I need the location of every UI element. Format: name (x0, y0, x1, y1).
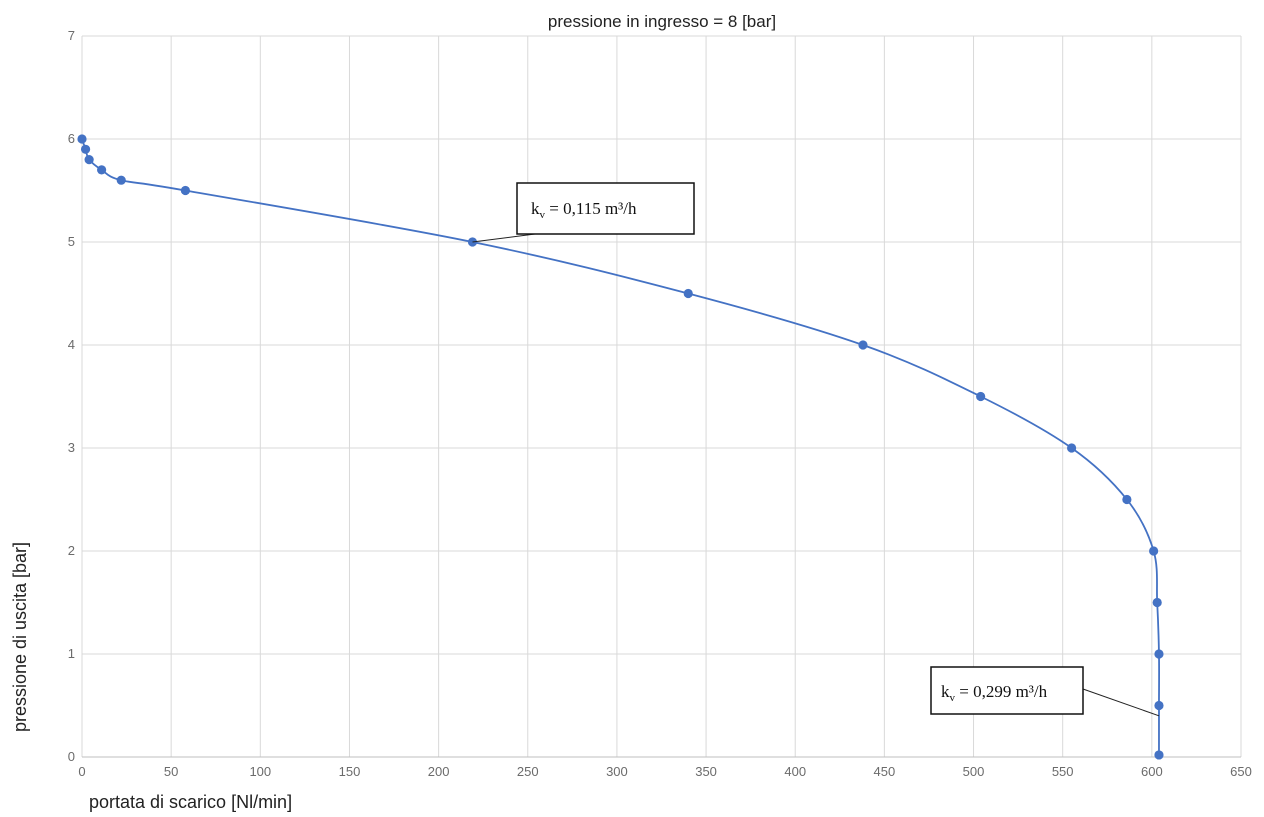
data-point (1122, 494, 1132, 505)
data-point (180, 185, 191, 196)
annotation-label: kv = 0,299 m³/h (941, 682, 1048, 704)
annotation-box (516, 182, 695, 235)
x-tick-label: 350 (695, 764, 717, 779)
x-tick-label: 50 (164, 764, 178, 779)
y-tick-labels: 0 1 2 3 4 5 6 7 (68, 28, 75, 764)
y-tick-label: 5 (68, 234, 75, 249)
y-tick-label: 1 (68, 646, 75, 661)
x-tick-labels: 0 50 100 150 200 250 300 350 400 450 500 550 600 650 (78, 764, 1251, 779)
y-tick-label: 0 (68, 749, 75, 764)
x-tick-label: 300 (606, 764, 628, 779)
annotation-label: kv = 0,115 m³/h (531, 199, 637, 221)
data-point (84, 155, 94, 165)
annotations: kv = 0,115 m³/h kv = 0,299 m³/h (472, 182, 1160, 717)
annotation-leader-line (1082, 688, 1160, 717)
data-point (77, 134, 87, 144)
y-tick-label: 3 (68, 440, 75, 455)
x-tick-label: 100 (249, 764, 271, 779)
x-tick-label: 200 (428, 764, 450, 779)
data-point (1067, 443, 1077, 453)
y-tick-label: 2 (68, 543, 75, 558)
data-point (97, 165, 107, 175)
data-series (77, 134, 1164, 760)
annotation-callout: kv = 0,299 m³/h (930, 666, 1160, 717)
annotation-callout: kv = 0,115 m³/h (472, 182, 695, 243)
data-point (1154, 700, 1164, 711)
grid (81, 35, 1242, 758)
x-tick-label: 150 (339, 764, 361, 779)
data-point (1154, 649, 1164, 659)
data-point (80, 144, 91, 154)
data-point (1154, 750, 1164, 760)
y-tick-label: 6 (68, 131, 75, 146)
data-point (683, 288, 693, 299)
data-point (1152, 597, 1162, 608)
data-point (858, 340, 868, 350)
annotation-leader-line (472, 233, 536, 243)
data-point (976, 391, 986, 402)
x-tick-label: 500 (963, 764, 985, 779)
data-point (1149, 546, 1159, 556)
y-tick-label: 4 (68, 337, 75, 352)
x-axis-title: portata di scarico [Nl/min] (89, 792, 292, 812)
x-tick-label: 450 (874, 764, 896, 779)
x-tick-label: 550 (1052, 764, 1074, 779)
y-axis-title: pressione di uscita [bar] (10, 542, 30, 732)
x-tick-label: 600 (1141, 764, 1163, 779)
x-tick-label: 0 (78, 764, 85, 779)
y-tick-label: 7 (68, 28, 75, 43)
annotation-box (930, 666, 1084, 715)
data-point (116, 175, 126, 185)
x-tick-label: 650 (1230, 764, 1252, 779)
chart-title: pressione in ingresso = 8 [bar] (548, 12, 776, 31)
x-tick-label: 250 (517, 764, 539, 779)
x-tick-label: 400 (784, 764, 806, 779)
